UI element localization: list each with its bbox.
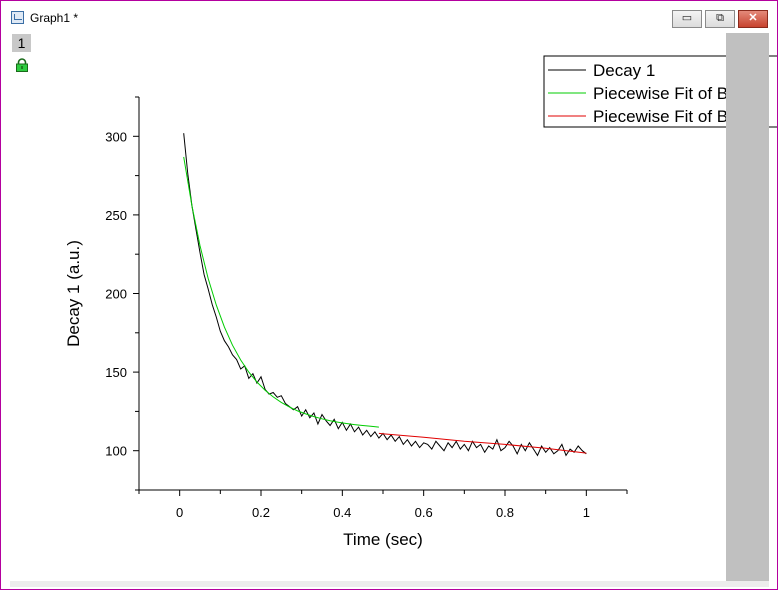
y-axis-label: Decay 1 (a.u.) xyxy=(64,240,83,347)
restore-button[interactable]: ⧉ xyxy=(705,10,735,28)
series-line-2 xyxy=(183,156,379,428)
x-tick-label: 0.8 xyxy=(496,505,514,520)
series-line-1 xyxy=(183,133,587,457)
x-tick-label: 0 xyxy=(176,505,183,520)
graph-window-icon xyxy=(11,11,24,24)
y-tick-label: 250 xyxy=(105,208,127,223)
y-tick-label: 300 xyxy=(105,129,127,144)
window-title: Graph1 * xyxy=(30,11,79,25)
legend-label-1: Decay 1 xyxy=(593,61,655,80)
minimize-button[interactable]: ▭ xyxy=(672,10,702,28)
series-line-3 xyxy=(378,432,587,454)
page-margin-cover xyxy=(726,33,769,581)
title-bar[interactable]: Graph1 * ▭ ⧉ ✕ xyxy=(1,1,777,32)
horizontal-scroll-strip[interactable] xyxy=(10,581,769,587)
lock-icon[interactable] xyxy=(15,58,29,72)
layer-tab-1[interactable]: 1 xyxy=(12,34,31,52)
x-tick-label: 1 xyxy=(583,505,590,520)
legend-label-3: Piecewise Fit of B"D xyxy=(593,107,746,126)
x-axis-label: Time (sec) xyxy=(343,530,423,549)
y-tick-label: 200 xyxy=(105,287,127,302)
y-tick-label: 150 xyxy=(105,365,127,380)
x-tick-label: 0.2 xyxy=(252,505,270,520)
close-button[interactable]: ✕ xyxy=(738,10,768,28)
x-tick-label: 0.6 xyxy=(415,505,433,520)
legend-label-2: Piecewise Fit of B"D xyxy=(593,84,746,103)
x-tick-label: 0.4 xyxy=(333,505,351,520)
y-tick-label: 100 xyxy=(105,444,127,459)
